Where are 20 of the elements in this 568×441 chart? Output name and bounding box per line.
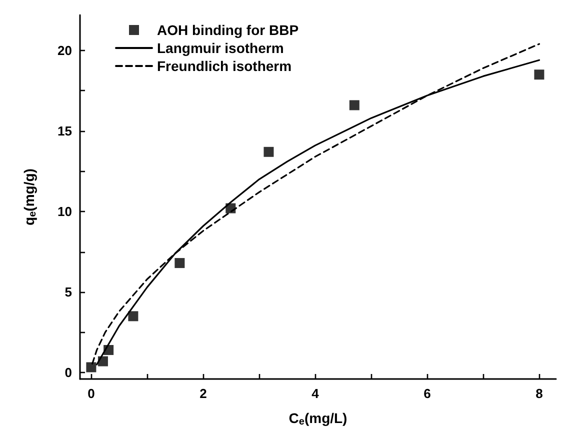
legend-label: Langmuir isotherm: [157, 40, 284, 56]
x-tick-label: 4: [312, 386, 320, 401]
y-axis-title: qe(mg/g): [21, 168, 38, 226]
legend-label: AOH binding for BBP: [157, 22, 299, 38]
point: [174, 258, 185, 268]
x-tick-label: 2: [200, 386, 207, 401]
y-tick-label: 10: [58, 204, 72, 219]
y-tick-label: 15: [58, 123, 72, 138]
x-tick-label: 6: [424, 386, 431, 401]
point: [349, 100, 360, 110]
x-tick-label: 8: [536, 386, 543, 401]
x-tick-label: 0: [88, 386, 95, 401]
point: [128, 311, 138, 322]
y-tick-label: 5: [64, 284, 72, 300]
y-tick-label: 0: [64, 365, 72, 380]
point: [534, 70, 544, 80]
y-tick-label: 20: [58, 42, 72, 58]
legend-label: Freundlich isotherm: [157, 58, 292, 74]
point: [86, 362, 96, 372]
point: [264, 146, 274, 157]
